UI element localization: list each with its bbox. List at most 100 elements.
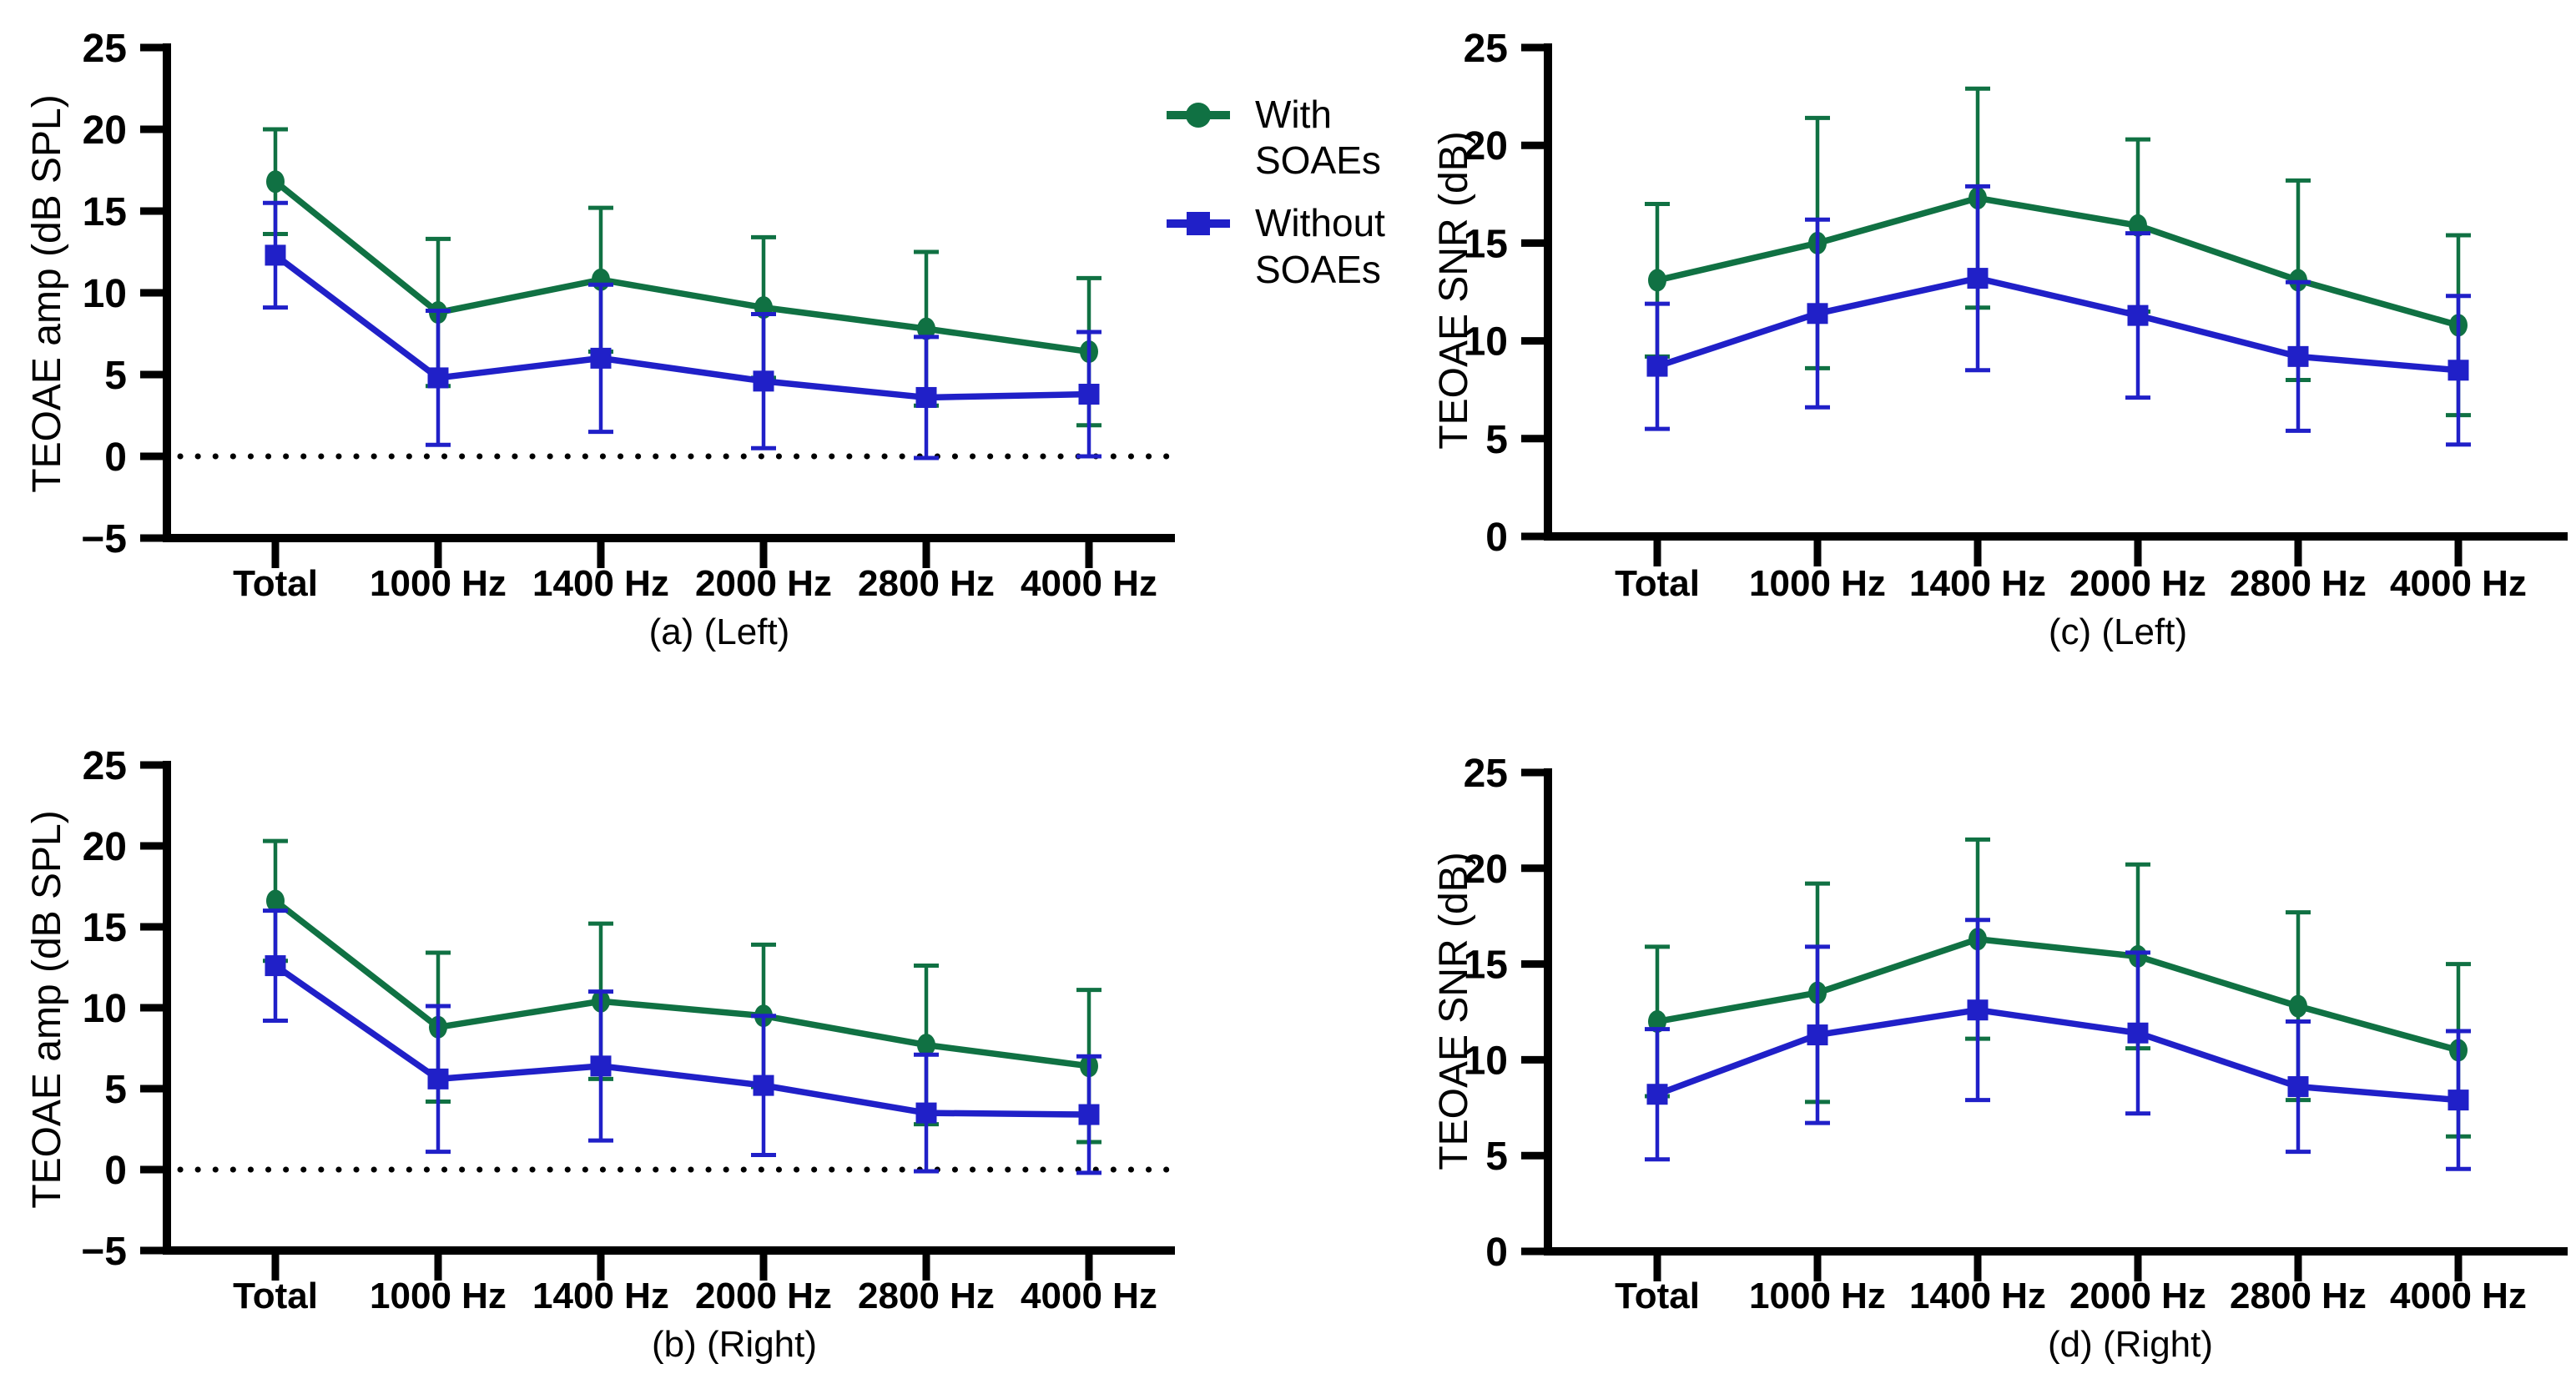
panel-d-chart: 0 5 10 15 20 25 Total 1000 Hz 1400 Hz 2000 Hz 2800…	[1432, 752, 2568, 1365]
data-point-square	[1078, 1104, 1100, 1125]
x-tick-label: 1000 Hz	[1749, 1276, 1886, 1316]
legend-item-without-soaes: Without SOAEs	[1165, 200, 1430, 292]
x-tick-label: 2800 Hz	[2230, 563, 2367, 604]
y-tick-label: 10	[83, 987, 127, 1031]
x-tick-label: 2000 Hz	[2069, 563, 2206, 604]
x-tick-label: 4000 Hz	[1021, 1276, 1157, 1316]
y-axis-title: TEOAE amp (dB SPL)	[25, 94, 69, 493]
y-tick-label: 25	[1464, 27, 1508, 71]
data-point-square	[590, 1055, 612, 1077]
data-point-square	[427, 367, 449, 389]
y-tick-label: −5	[81, 517, 127, 561]
y-tick-label: 20	[1464, 848, 1508, 892]
x-tick-label: Total	[1615, 1276, 1700, 1316]
data-point-square	[1646, 355, 1668, 377]
x-tick-label: Total	[233, 1276, 318, 1316]
data-point-square	[2287, 1076, 2309, 1098]
y-tick-label: 15	[83, 906, 127, 950]
panel-subtitle: (b) (Right)	[652, 1324, 817, 1365]
data-point-circle	[917, 1034, 935, 1057]
series-line	[273, 898, 1090, 1069]
x-tick-label: 2800 Hz	[858, 1276, 995, 1316]
x-tick-label: 1000 Hz	[370, 1276, 507, 1316]
y-tick-label: 5	[104, 1068, 127, 1112]
y-tick-label: 25	[83, 27, 127, 71]
without-soaes-marker-icon	[1167, 212, 1230, 236]
x-tick-label: 2800 Hz	[2230, 1276, 2367, 1316]
y-tick-label: 20	[83, 825, 127, 869]
y-tick-label: 5	[1485, 418, 1508, 462]
series-with_soaes	[1645, 86, 2471, 418]
legend-label-with-soaes: With SOAEs	[1255, 93, 1381, 183]
y-tick-label: 20	[83, 108, 127, 153]
data-point-square	[265, 244, 286, 266]
legend: With SOAEs Without SOAEs	[1165, 92, 1430, 293]
series-line	[1656, 194, 2460, 329]
series-without_soaes	[1645, 184, 2471, 447]
series-line	[273, 179, 1090, 355]
panel-subtitle: (d) (Right)	[2048, 1324, 2213, 1365]
data-point-circle	[266, 889, 285, 913]
x-tick-label: 1000 Hz	[370, 563, 507, 604]
panel-c-chart: 0 5 10 15 20 25 Total 1000 Hz 1400 Hz 2000 Hz 2800…	[1432, 27, 2568, 652]
with-soaes-marker-icon	[1167, 103, 1230, 128]
data-point-square	[915, 386, 937, 408]
x-tick-label: 4000 Hz	[2390, 1276, 2527, 1316]
y-tick-label: 15	[1464, 222, 1508, 266]
series-without_soaes	[263, 200, 1101, 460]
series-line	[273, 963, 1090, 1118]
x-tick-label: Total	[233, 563, 318, 604]
legend-item-with-soaes: With SOAEs	[1165, 92, 1430, 184]
y-axis-title: TEOAE SNR (dB)	[1432, 131, 1476, 449]
data-point-square	[1807, 303, 1828, 325]
y-tick-label: 10	[83, 272, 127, 316]
y-tick-label: 20	[1464, 124, 1508, 169]
series-with_soaes	[263, 838, 1101, 1145]
series-without_soaes	[1645, 918, 2471, 1171]
y-tick-label: 0	[1485, 516, 1508, 560]
data-point-square	[2127, 1022, 2149, 1044]
data-point-circle	[2289, 994, 2307, 1018]
x-tick-label: 1400 Hz	[1909, 1276, 2046, 1316]
y-tick-label: −5	[81, 1230, 127, 1274]
panel-subtitle: (a) (Left)	[649, 611, 790, 652]
x-tick-label: 2000 Hz	[695, 1276, 832, 1316]
y-axis-title: TEOAE amp (dB SPL)	[25, 810, 69, 1209]
data-point-square	[1967, 999, 1989, 1021]
data-point-square	[2447, 360, 2469, 381]
data-point-square	[915, 1102, 937, 1124]
data-point-circle	[917, 317, 935, 340]
series-with_soaes	[263, 127, 1101, 428]
panel-b-chart: −5 0 5 10 15 20 25 Total 1000 Hz 1400 Hz 2000 Hz 28…	[25, 744, 1178, 1365]
series-without_soaes	[263, 908, 1101, 1175]
data-point-square	[2127, 304, 2149, 326]
y-tick-label: 0	[1485, 1230, 1508, 1275]
x-tick-label: 2000 Hz	[2069, 1276, 2206, 1316]
x-tick-label: 1400 Hz	[532, 563, 669, 604]
x-tick-label: Total	[1615, 563, 1700, 604]
y-tick-label: 5	[1485, 1135, 1508, 1179]
y-tick-label: 0	[104, 435, 127, 480]
data-point-circle	[266, 170, 285, 194]
data-point-square	[427, 1068, 449, 1090]
y-tick-label: 15	[1464, 944, 1508, 988]
data-point-square	[590, 347, 612, 369]
y-tick-label: 10	[1464, 320, 1508, 365]
data-point-square	[1078, 384, 1100, 405]
x-tick-label: 4000 Hz	[1021, 563, 1157, 604]
series-line	[1656, 936, 2459, 1054]
data-point-square	[753, 370, 774, 392]
y-tick-label: 10	[1464, 1039, 1508, 1083]
series-line	[1656, 274, 2459, 374]
data-point-circle	[2129, 214, 2147, 237]
data-point-square	[1967, 268, 1989, 289]
series-line	[273, 252, 1090, 401]
data-point-square	[2287, 345, 2309, 367]
y-axis-title: TEOAE SNR (dB)	[1432, 852, 1476, 1170]
data-point-square	[2447, 1090, 2469, 1111]
y-tick-label: 25	[1464, 752, 1508, 796]
data-point-square	[753, 1074, 774, 1096]
data-point-square	[1807, 1024, 1828, 1046]
panel-a-chart: −5 0 5 10 15 20 25 Total 1000 Hz 1400 Hz 2000 Hz 28…	[25, 27, 1178, 652]
